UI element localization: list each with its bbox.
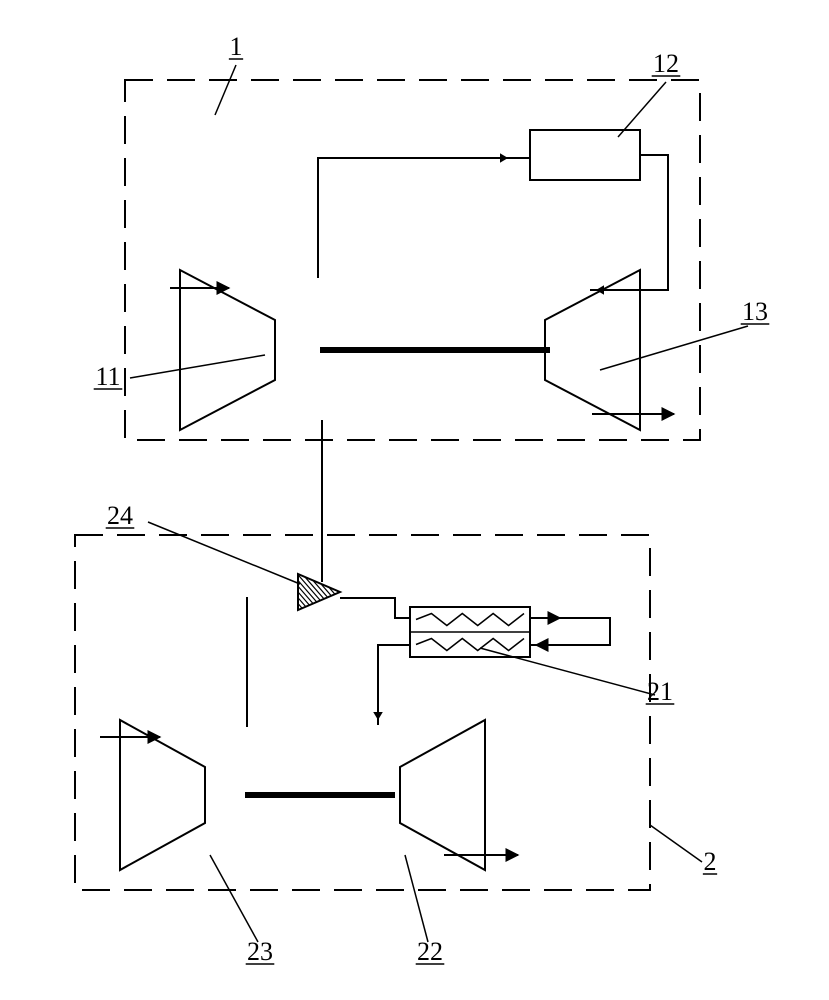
leader-l12 bbox=[618, 82, 666, 137]
hx-zig-bottom bbox=[416, 639, 524, 651]
leader-l22 bbox=[405, 855, 428, 942]
compressor-23 bbox=[120, 720, 205, 870]
pipe-hx-loop bbox=[530, 618, 610, 645]
label-l11: 11 bbox=[95, 362, 120, 391]
label-l22: 22 bbox=[417, 937, 443, 966]
compressor-11 bbox=[180, 270, 275, 430]
label-l12: 12 bbox=[653, 49, 679, 78]
pipe-combustor-to-c13 bbox=[590, 155, 668, 290]
leader-l23 bbox=[210, 855, 258, 942]
leader-l11 bbox=[130, 355, 265, 378]
combustor-12 bbox=[530, 130, 640, 180]
region-upper bbox=[125, 80, 700, 440]
arrowhead-into-c22 bbox=[373, 712, 383, 720]
label-l21: 21 bbox=[647, 677, 673, 706]
leader-l21 bbox=[480, 648, 655, 695]
region-lower bbox=[75, 535, 650, 890]
label-l13: 13 bbox=[742, 297, 768, 326]
turbine-13 bbox=[545, 270, 640, 430]
pipe-hx-to-c22 bbox=[378, 645, 410, 725]
leader-l13 bbox=[600, 326, 748, 370]
pipe-mixer-to-hx bbox=[340, 598, 410, 618]
leader-l1 bbox=[215, 65, 236, 115]
hx-zig-top bbox=[416, 614, 524, 626]
pipe-c11-to-combustor bbox=[318, 158, 530, 278]
label-l24: 24 bbox=[107, 501, 133, 530]
arrowhead-into-combustor bbox=[500, 153, 508, 163]
label-l23: 23 bbox=[247, 937, 273, 966]
label-l1: 1 bbox=[230, 32, 243, 61]
leader-l24 bbox=[148, 522, 300, 584]
turbine-22 bbox=[400, 720, 485, 870]
leader-l2 bbox=[650, 825, 702, 862]
label-l2: 2 bbox=[704, 847, 717, 876]
